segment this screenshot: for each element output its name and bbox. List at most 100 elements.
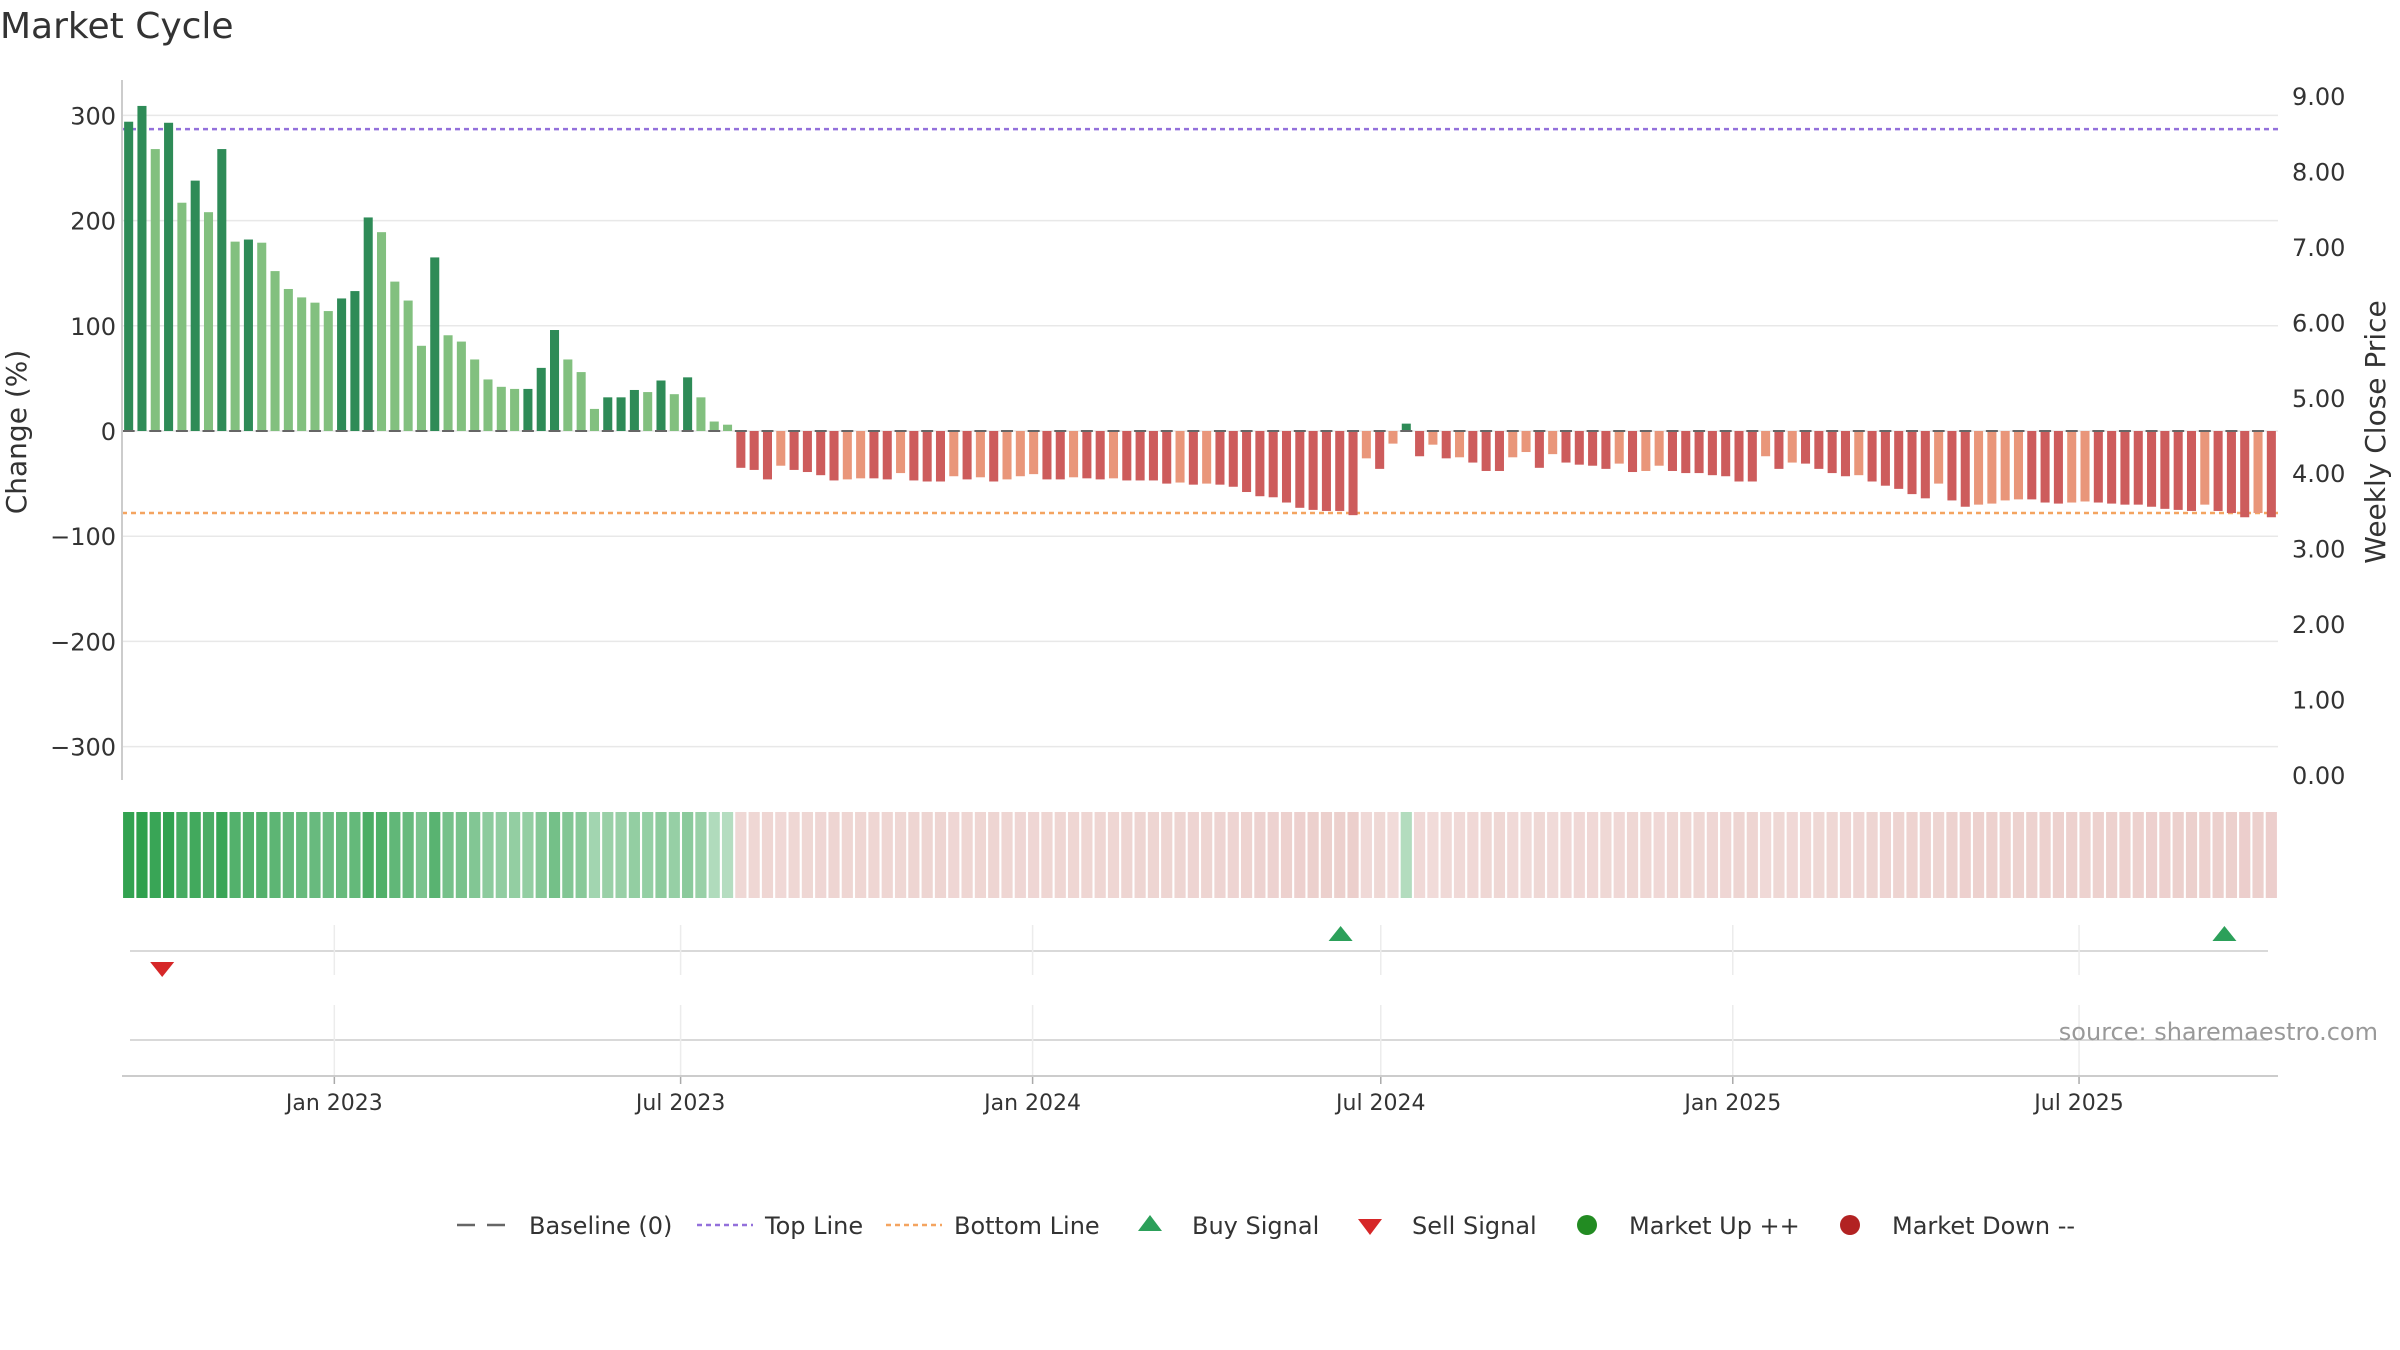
trend-cell: [1427, 812, 1439, 898]
legend-label-bottom: Bottom Line: [954, 1212, 1100, 1240]
trend-cell: [1799, 812, 1812, 898]
trend-cell: [2119, 812, 2131, 898]
trend-cell: [1440, 812, 1452, 898]
bar: [1108, 431, 1119, 479]
bar: [1188, 431, 1198, 485]
legend-label-up: Market Up ++: [1629, 1212, 1800, 1240]
y-tick-label-right: 1.00: [2292, 687, 2345, 715]
bar: [1029, 431, 1039, 475]
trend-cell: [1906, 812, 1918, 898]
trend-cell: [1653, 812, 1665, 898]
legend-label-baseline: Baseline (0): [529, 1212, 672, 1240]
x-tick-label: Jul 2024: [1334, 1091, 1426, 1116]
legend-label-top: Top Line: [764, 1212, 863, 1240]
bar: [616, 397, 626, 431]
trend-cell: [562, 812, 574, 898]
trend-cell: [828, 812, 840, 898]
bar: [164, 122, 174, 431]
bar: [2240, 431, 2250, 518]
bar: [536, 367, 546, 431]
trend-cell: [642, 812, 654, 898]
bar: [2013, 431, 2024, 500]
trend-cell: [1081, 812, 1093, 898]
trend-cell: [1999, 812, 2011, 898]
trend-cell: [1986, 812, 1998, 898]
bar: [1574, 431, 1584, 465]
bar: [1734, 431, 1744, 482]
bar: [1654, 431, 1664, 466]
bar: [2080, 431, 2090, 502]
bar: [1348, 431, 1358, 516]
bar: [510, 388, 520, 431]
trend-cell: [1507, 812, 1519, 898]
bar: [1867, 431, 1877, 482]
bar: [203, 212, 214, 431]
trend-cell: [202, 812, 215, 898]
trend-cell: [2225, 812, 2238, 898]
trend-cell: [1587, 812, 1599, 898]
trend-cell: [522, 812, 534, 898]
bar: [2160, 431, 2170, 509]
x-tick-label: Jan 2024: [982, 1091, 1081, 1116]
bar: [2213, 431, 2223, 511]
trend-cell: [1387, 812, 1399, 898]
trend-cell: [402, 812, 414, 898]
trend-cell: [1720, 812, 1732, 898]
y-tick-label-left: −200: [50, 628, 116, 656]
bar: [1721, 431, 1731, 477]
bar: [470, 359, 480, 431]
trend-cell: [1520, 812, 1532, 898]
bar: [1920, 431, 1930, 499]
trend-cell: [1214, 812, 1226, 898]
source-text: source: sharemaestro.com: [2059, 1018, 2378, 1046]
bar: [1787, 431, 1797, 463]
bar: [2000, 431, 2010, 501]
trend-cell: [1187, 812, 1199, 898]
trend-cell: [1414, 812, 1426, 898]
trend-cell: [2066, 812, 2078, 898]
bar: [1707, 431, 1717, 476]
bar: [723, 424, 733, 431]
legend-label-down: Market Down --: [1892, 1212, 2075, 1240]
bar: [1454, 431, 1465, 458]
bar: [1281, 431, 1292, 503]
trend-cell: [628, 812, 640, 898]
x-tick-label: Jul 2023: [634, 1091, 726, 1116]
trend-cell: [189, 812, 201, 898]
y-tick-label-left: −100: [50, 523, 116, 551]
buy-signal-icon: [2212, 926, 2237, 941]
y-tick-label-right: 2.00: [2292, 611, 2345, 639]
bar: [669, 394, 679, 431]
trend-cell: [748, 812, 760, 898]
trend-cell: [1147, 812, 1160, 898]
bar: [323, 311, 333, 431]
trend-cell: [1041, 812, 1053, 898]
trend-cell: [2092, 812, 2104, 898]
trend-cell: [801, 812, 813, 898]
bar: [1268, 431, 1278, 498]
trend-cell: [2012, 812, 2025, 898]
trend-cell: [682, 812, 694, 898]
trend-cell: [2079, 812, 2091, 898]
bar: [896, 431, 906, 474]
bar: [270, 271, 280, 431]
bar: [150, 149, 160, 431]
bar: [1814, 431, 1824, 469]
bar: [1840, 431, 1850, 477]
trend-cell: [1347, 812, 1359, 898]
trend-cell: [934, 812, 947, 898]
bar: [1308, 431, 1318, 510]
trend-cell: [1879, 812, 1891, 898]
bar: [1202, 431, 1212, 484]
trend-cell: [269, 812, 281, 898]
bar: [1361, 431, 1371, 459]
trend-cell: [2252, 812, 2264, 898]
trend-cell: [775, 812, 787, 898]
axes: 300 200 100 0 −100 −200 −300 9.00 8.00 7.00 6.00 5.…: [50, 80, 2345, 790]
bar: [709, 421, 719, 431]
bar: [589, 408, 599, 431]
trend-cell: [2052, 812, 2064, 898]
bar: [1561, 431, 1571, 463]
trend-cell: [2185, 812, 2198, 898]
